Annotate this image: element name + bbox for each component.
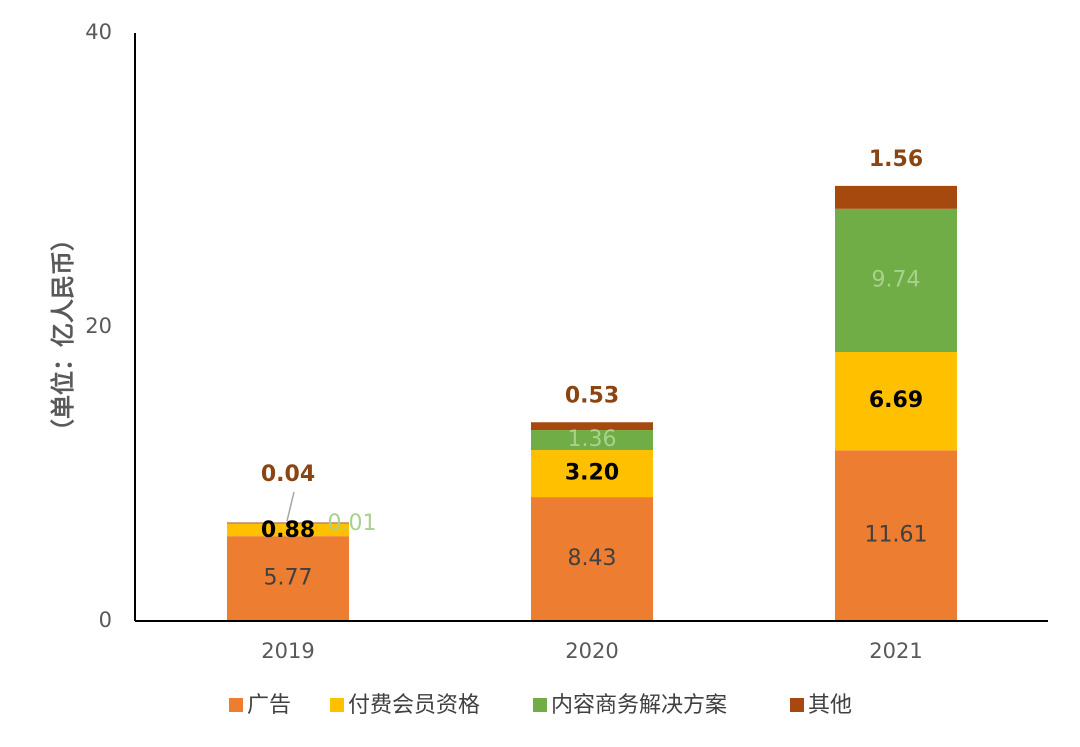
- data-label-2021-other: 1.56: [869, 147, 923, 172]
- data-label-2019-membership: 0.88: [261, 518, 315, 543]
- legend-swatch-content-commerce: [533, 698, 547, 712]
- data-label-2021-content-commerce: 9.74: [872, 267, 921, 292]
- data-label-2021-ad: 11.61: [865, 523, 928, 548]
- x-tick-label-2021: 2021: [869, 639, 922, 663]
- data-label-2019-ad: 5.77: [264, 566, 313, 591]
- legend-swatch-ad: [229, 698, 243, 712]
- y-axis-label: （单位：亿人民币）: [49, 227, 77, 443]
- y-tick-label-20: 20: [85, 314, 112, 338]
- data-label-2019-content-commerce: 0.01: [328, 511, 377, 536]
- bar-2019-ad: [227, 536, 349, 621]
- y-tick-label-40: 40: [85, 20, 112, 44]
- legend-swatch-membership: [330, 698, 344, 712]
- bars: [227, 185, 957, 621]
- legend: 广告 付费会员资格 内容商务解决方案 其他: [229, 693, 852, 718]
- legend-label-membership: 付费会员资格: [348, 693, 480, 718]
- bar-2020-other: [531, 422, 653, 431]
- data-label-2020-membership: 3.20: [565, 461, 619, 486]
- x-tick-label-2020: 2020: [565, 639, 618, 663]
- data-label-2020-content-commerce: 1.36: [568, 427, 617, 452]
- bar-2020-membership: [531, 450, 653, 498]
- y-axis-ticks: 0 20 40: [85, 20, 112, 632]
- legend-label-ad: 广告: [247, 693, 291, 718]
- bar-2021-membership: [835, 351, 957, 451]
- bar-2019-other: [227, 522, 349, 524]
- bar-2020-content-commerce: [531, 430, 653, 451]
- bar-2019-content-commerce: [227, 523, 349, 524]
- x-tick-label-2019: 2019: [261, 639, 314, 663]
- bar-2020-ad: [531, 497, 653, 621]
- legend-label-content-commerce: 内容商务解决方案: [551, 693, 727, 718]
- y-axis-title: （单位：亿人民币）: [49, 227, 77, 443]
- x-axis-ticks: 2019 2020 2021: [261, 639, 922, 663]
- bar-2021-ad: [835, 450, 957, 621]
- data-label-2019-other: 0.04: [261, 462, 315, 487]
- bar-2021-content-commerce: [835, 208, 957, 352]
- legend-label-other: 其他: [808, 693, 852, 718]
- y-tick-label-0: 0: [99, 608, 112, 632]
- legend-swatch-other: [790, 698, 804, 712]
- bar-2021-other: [835, 185, 957, 209]
- axes: [134, 33, 1048, 622]
- leader-line-2019-other: [286, 491, 295, 522]
- data-label-2021-membership: 6.69: [869, 388, 923, 413]
- bar-2019-membership: [227, 523, 349, 537]
- data-labels: 5.77 0.88 0.01 0.04 8.43 3.20 1.36 0.53 11.61 6.6…: [261, 147, 928, 591]
- data-label-2020-ad: 8.43: [568, 546, 617, 571]
- data-label-2020-other: 0.53: [565, 383, 619, 408]
